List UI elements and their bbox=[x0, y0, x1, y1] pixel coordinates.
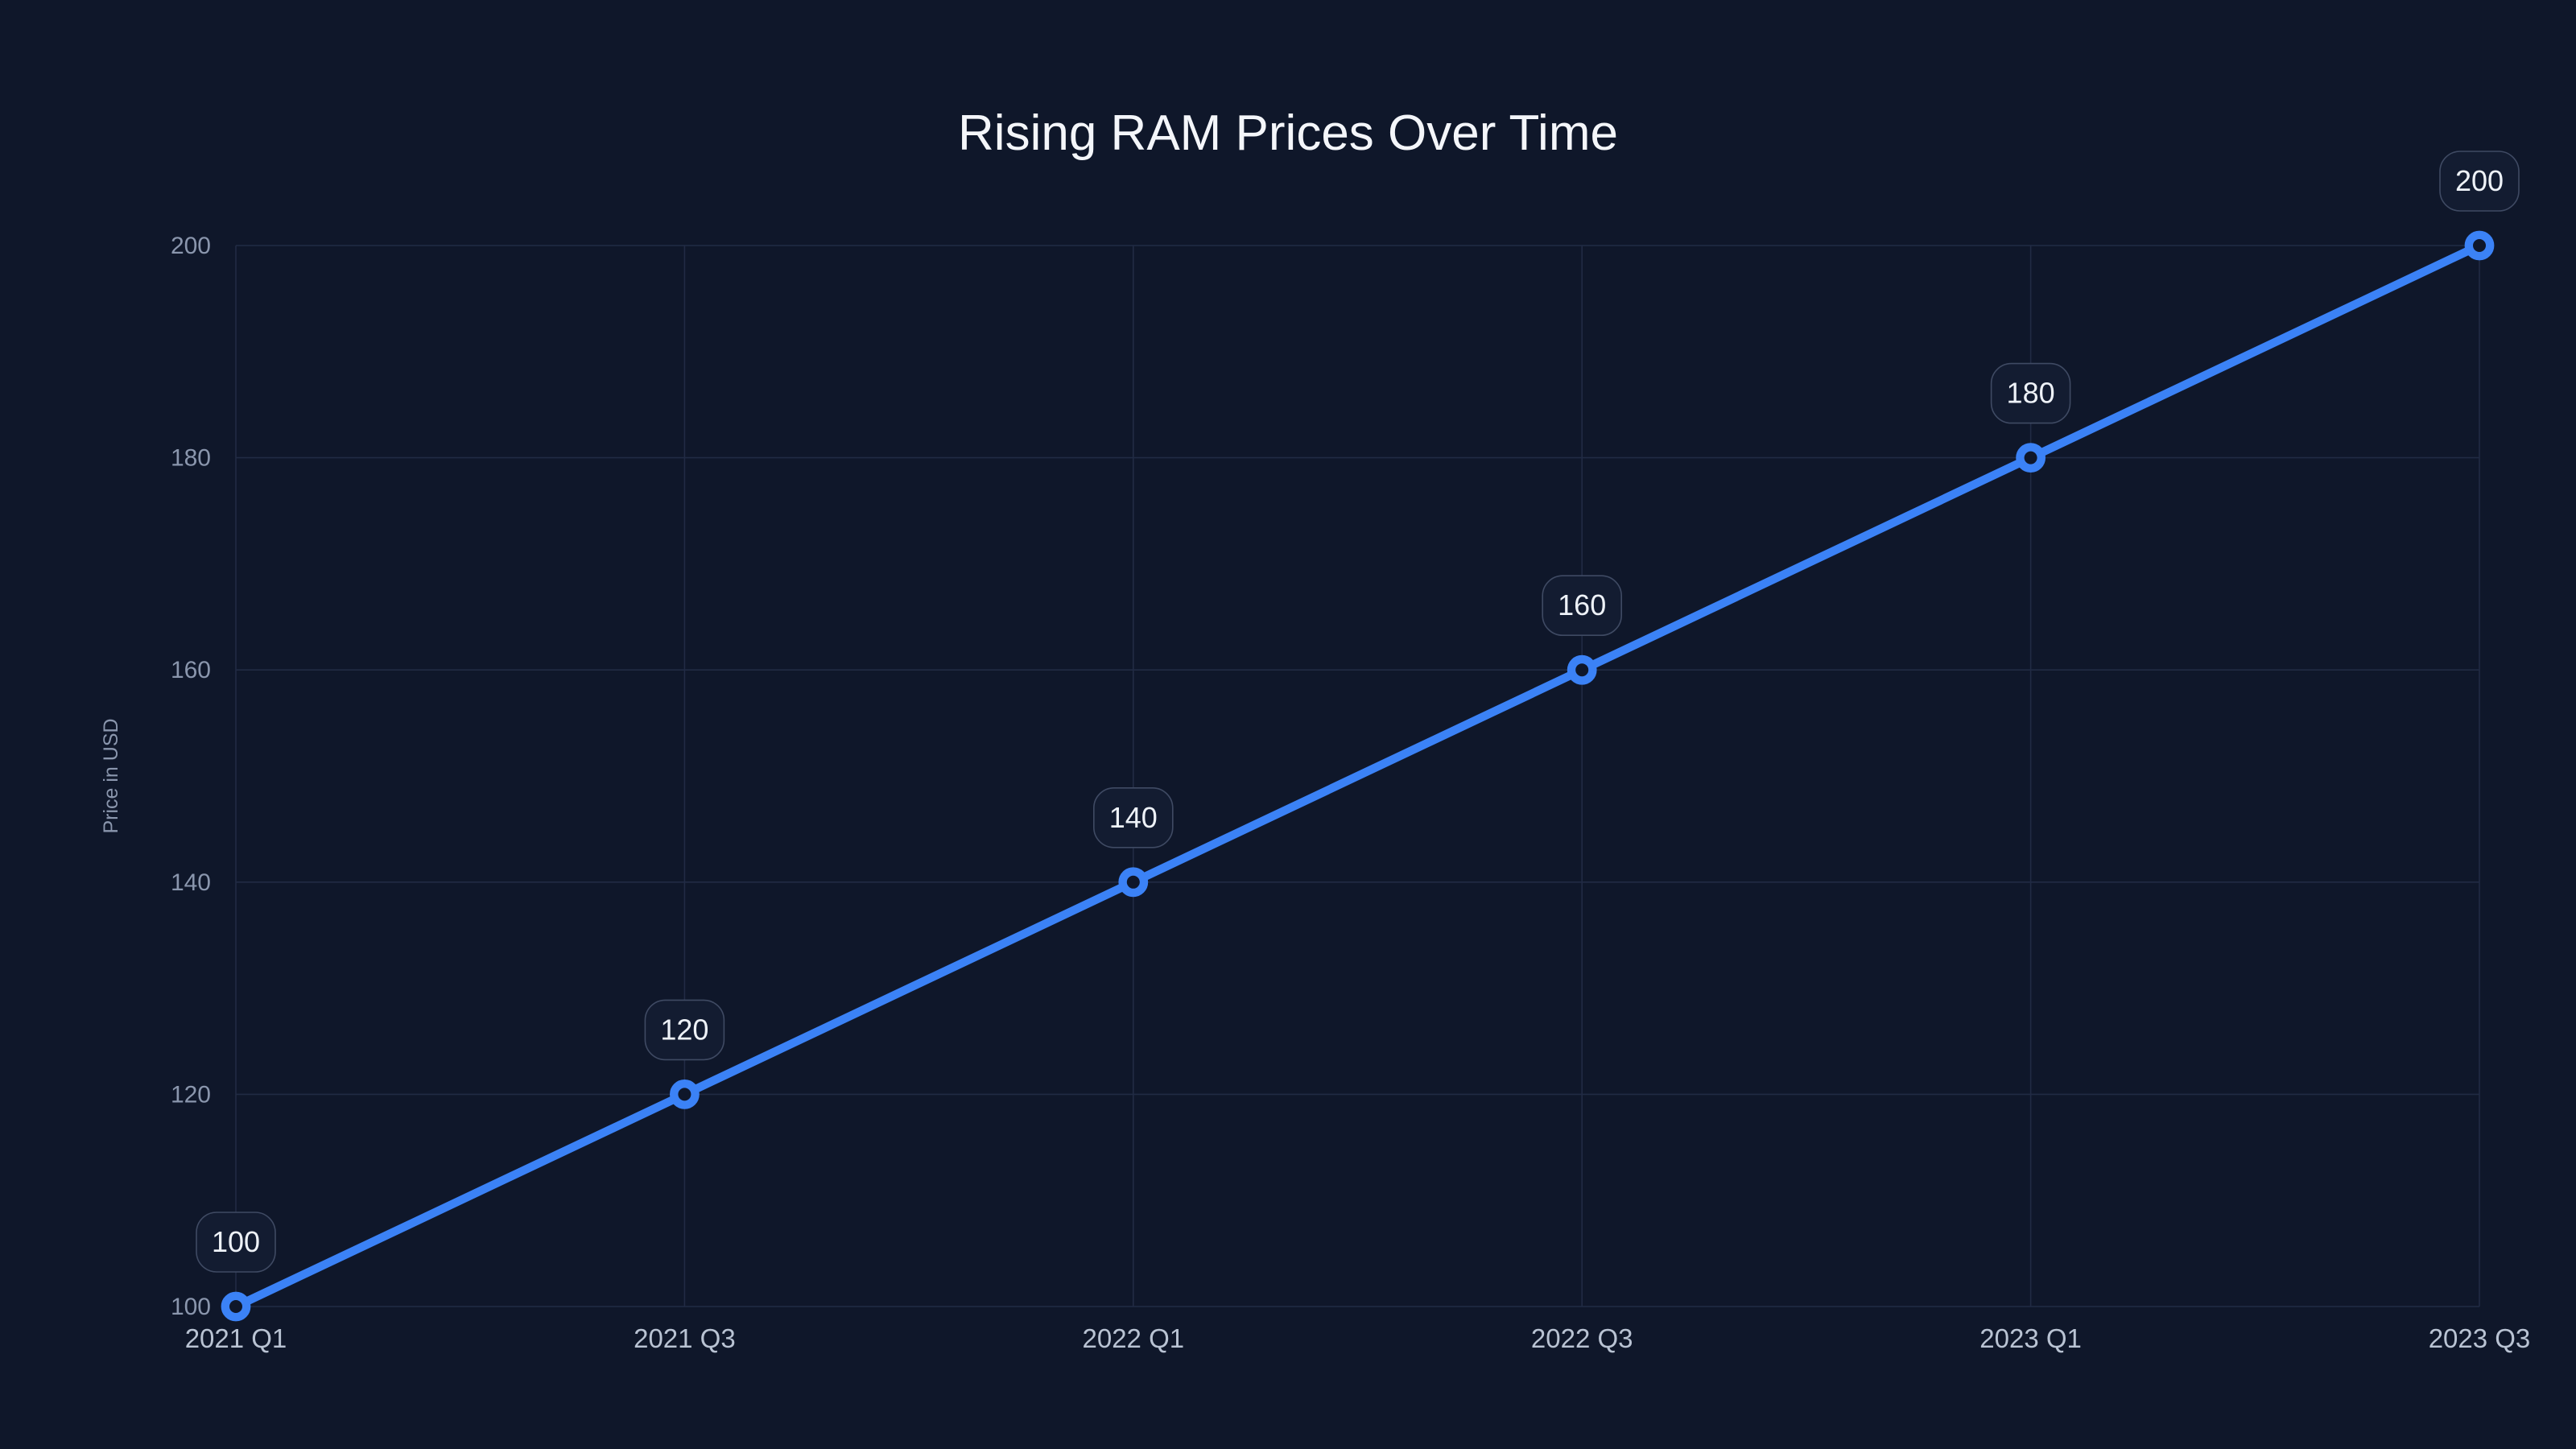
x-axis-tick-label: 2023 Q3 bbox=[2429, 1323, 2531, 1353]
x-axis-tick-label: 2022 Q1 bbox=[1082, 1323, 1184, 1353]
data-label-value: 160 bbox=[1558, 588, 1606, 621]
y-axis-tick-label: 160 bbox=[171, 657, 211, 683]
data-label-value: 100 bbox=[212, 1225, 260, 1258]
data-point-marker[interactable] bbox=[2464, 230, 2495, 261]
x-axis-tick-label: 2022 Q3 bbox=[1531, 1323, 1633, 1353]
data-label-value: 200 bbox=[2455, 164, 2504, 197]
data-label-badge: 180 bbox=[1990, 362, 2071, 424]
data-label-badge: 200 bbox=[2439, 151, 2520, 212]
data-label-badge: 100 bbox=[196, 1212, 276, 1273]
y-axis-tick-label: 140 bbox=[171, 869, 211, 896]
data-point-marker[interactable] bbox=[221, 1291, 251, 1322]
data-point-marker[interactable] bbox=[670, 1080, 700, 1109]
data-point-marker[interactable] bbox=[1118, 867, 1149, 898]
data-label-badge: 120 bbox=[644, 999, 725, 1061]
data-label-badge-box bbox=[1093, 786, 1174, 848]
data-label-badge: 140 bbox=[1093, 786, 1174, 848]
data-label-layer: 100 120 140 160 180 200 bbox=[196, 151, 2520, 1273]
x-axis-tick-label: 2023 Q1 bbox=[1979, 1323, 2082, 1353]
data-label-value: 180 bbox=[2007, 377, 2055, 410]
data-label-badge-box bbox=[1990, 362, 2071, 424]
chart-title: Rising RAM Prices Over Time bbox=[958, 105, 1618, 161]
price-line bbox=[231, 241, 2484, 1311]
x-axis-tick-label: 2021 Q1 bbox=[185, 1323, 287, 1353]
data-label-value: 120 bbox=[660, 1013, 708, 1046]
y-axis-title: Price in USD bbox=[100, 718, 122, 833]
data-label-badge-box bbox=[2439, 151, 2520, 212]
y-axis-tick-label: 100 bbox=[171, 1294, 211, 1320]
data-point-marker[interactable] bbox=[1567, 654, 1597, 685]
data-label-value: 140 bbox=[1109, 801, 1158, 834]
data-label-badge-box bbox=[1542, 575, 1622, 637]
y-axis-tick-label: 200 bbox=[171, 233, 211, 259]
line-series-layer bbox=[221, 230, 2495, 1322]
y-axis-tick-label: 180 bbox=[171, 445, 211, 472]
data-point-marker[interactable] bbox=[2016, 443, 2046, 473]
data-label-badge-box bbox=[644, 999, 725, 1061]
data-label-badge: 160 bbox=[1542, 575, 1622, 637]
data-label-badge-box bbox=[196, 1212, 276, 1273]
y-axis-tick-label: 120 bbox=[171, 1081, 211, 1108]
axis-labels-layer: 100 120 140 160 180 200 2021 Q1 2021 Q3 2022 Q1 2… bbox=[171, 233, 2530, 1353]
x-axis-tick-label: 2021 Q3 bbox=[634, 1323, 736, 1353]
